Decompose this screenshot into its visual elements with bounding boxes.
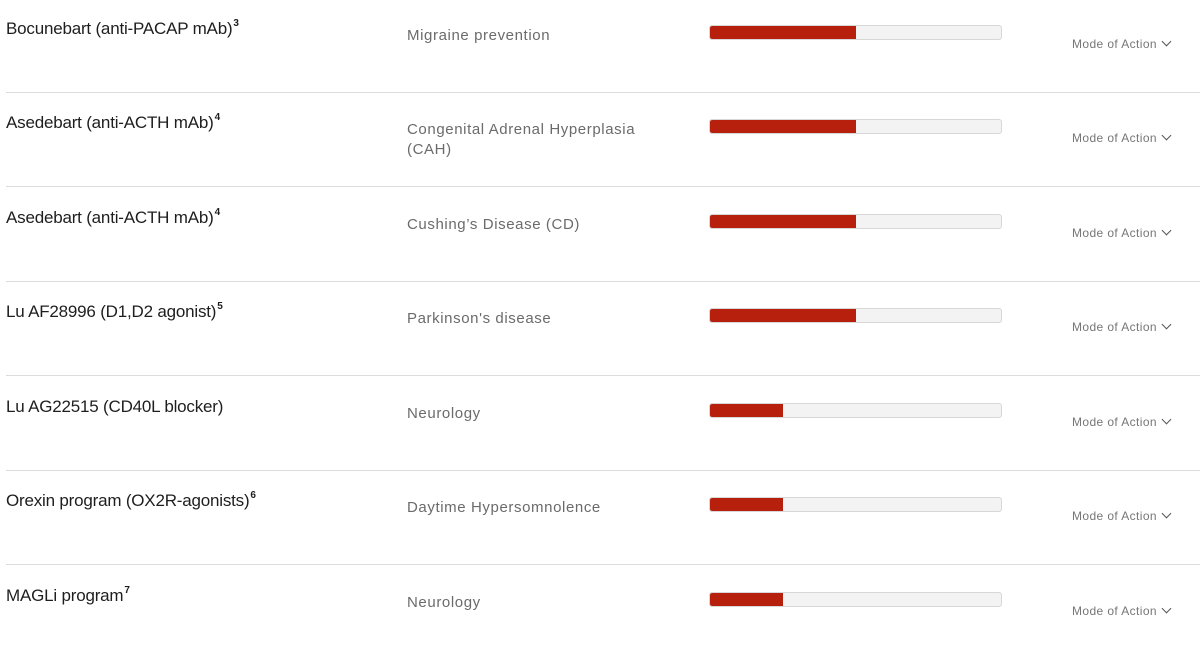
compound-name: Asedebart (anti-ACTH mAb)4: [6, 207, 221, 227]
indication: Migraine prevention: [407, 27, 551, 44]
chevron-down-icon: [1161, 319, 1172, 330]
compound-name: Lu AG22515 (CD40L blocker): [6, 397, 224, 416]
chevron-down-icon: [1161, 414, 1172, 425]
phase-progress-bar: [709, 497, 1002, 512]
phase-progress-fill: [710, 309, 856, 322]
indication: Daytime Hypersomnolence: [407, 499, 601, 516]
pipeline-row: Bocunebart (anti-PACAP mAb)3 Migraine pr…: [6, 0, 1200, 93]
phase-progress-bar: [709, 308, 1002, 323]
chevron-down-icon: [1161, 130, 1172, 141]
mode-of-action-label: Mode of Action: [1072, 415, 1157, 429]
pipeline-row: Lu AF28996 (D1,D2 agonist)5 Parkinson's …: [6, 282, 1200, 376]
chevron-down-icon: [1161, 603, 1172, 614]
footnote-ref[interactable]: 4: [214, 207, 221, 219]
mode-of-action-label: Mode of Action: [1072, 604, 1157, 618]
compound-name: Lu AF28996 (D1,D2 agonist)5: [6, 301, 223, 321]
indication: Congenital Adrenal Hyperplasia (CAH): [407, 121, 636, 158]
phase-progress-fill: [710, 404, 783, 417]
phase-progress-fill: [710, 593, 783, 606]
phase-progress-bar: [709, 592, 1002, 607]
mode-of-action-label: Mode of Action: [1072, 131, 1157, 145]
mode-of-action-toggle[interactable]: Mode of Action: [1072, 319, 1172, 334]
phase-progress-bar: [709, 25, 1002, 40]
compound-name: Orexin program (OX2R-agonists)6: [6, 490, 256, 510]
indication: Neurology: [407, 405, 481, 422]
pipeline-row: Lu AG22515 (CD40L blocker) Neurology Mod…: [6, 377, 1200, 471]
phase-progress-bar: [709, 119, 1002, 134]
footnote-ref[interactable]: 5: [217, 301, 223, 313]
phase-progress-bar: [709, 403, 1002, 418]
mode-of-action-toggle[interactable]: Mode of Action: [1072, 130, 1172, 145]
chevron-down-icon: [1161, 36, 1172, 47]
phase-progress-bar: [709, 214, 1002, 229]
indication: Parkinson's disease: [407, 310, 552, 327]
footnote-ref[interactable]: 4: [214, 112, 221, 124]
pipeline-row: Asedebart (anti-ACTH mAb)4 Cushing’s Dis…: [6, 188, 1200, 282]
compound-name: Asedebart (anti-ACTH mAb)4: [6, 112, 221, 132]
footnote-ref[interactable]: 7: [124, 585, 130, 597]
compound-name: Bocunebart (anti-PACAP mAb)3: [6, 18, 239, 38]
pipeline-row: Orexin program (OX2R-agonists)6 Daytime …: [6, 471, 1200, 565]
footnote-ref[interactable]: 6: [250, 490, 256, 502]
phase-progress-fill: [710, 498, 783, 511]
chevron-down-icon: [1161, 225, 1172, 236]
mode-of-action-toggle[interactable]: Mode of Action: [1072, 603, 1172, 618]
mode-of-action-label: Mode of Action: [1072, 509, 1157, 523]
mode-of-action-label: Mode of Action: [1072, 37, 1157, 51]
indication: Neurology: [407, 594, 481, 611]
indication: Cushing’s Disease (CD): [407, 216, 580, 233]
mode-of-action-toggle[interactable]: Mode of Action: [1072, 36, 1172, 51]
phase-progress-fill: [710, 120, 856, 133]
footnote-ref[interactable]: 3: [233, 18, 239, 30]
pipeline-row: Asedebart (anti-ACTH mAb)4 Congenital Ad…: [6, 93, 1200, 187]
phase-progress-fill: [710, 215, 856, 228]
compound-name: MAGLi program7: [6, 585, 130, 605]
phase-progress-fill: [710, 26, 856, 39]
pipeline-table: Bocunebart (anti-PACAP mAb)3 Migraine pr…: [6, 0, 1200, 618]
mode-of-action-label: Mode of Action: [1072, 320, 1157, 334]
mode-of-action-toggle[interactable]: Mode of Action: [1072, 225, 1172, 240]
chevron-down-icon: [1161, 508, 1172, 519]
mode-of-action-label: Mode of Action: [1072, 226, 1157, 240]
mode-of-action-toggle[interactable]: Mode of Action: [1072, 414, 1172, 429]
pipeline-row: MAGLi program7 Neurology Mode of Action: [6, 566, 1200, 660]
mode-of-action-toggle[interactable]: Mode of Action: [1072, 508, 1172, 523]
